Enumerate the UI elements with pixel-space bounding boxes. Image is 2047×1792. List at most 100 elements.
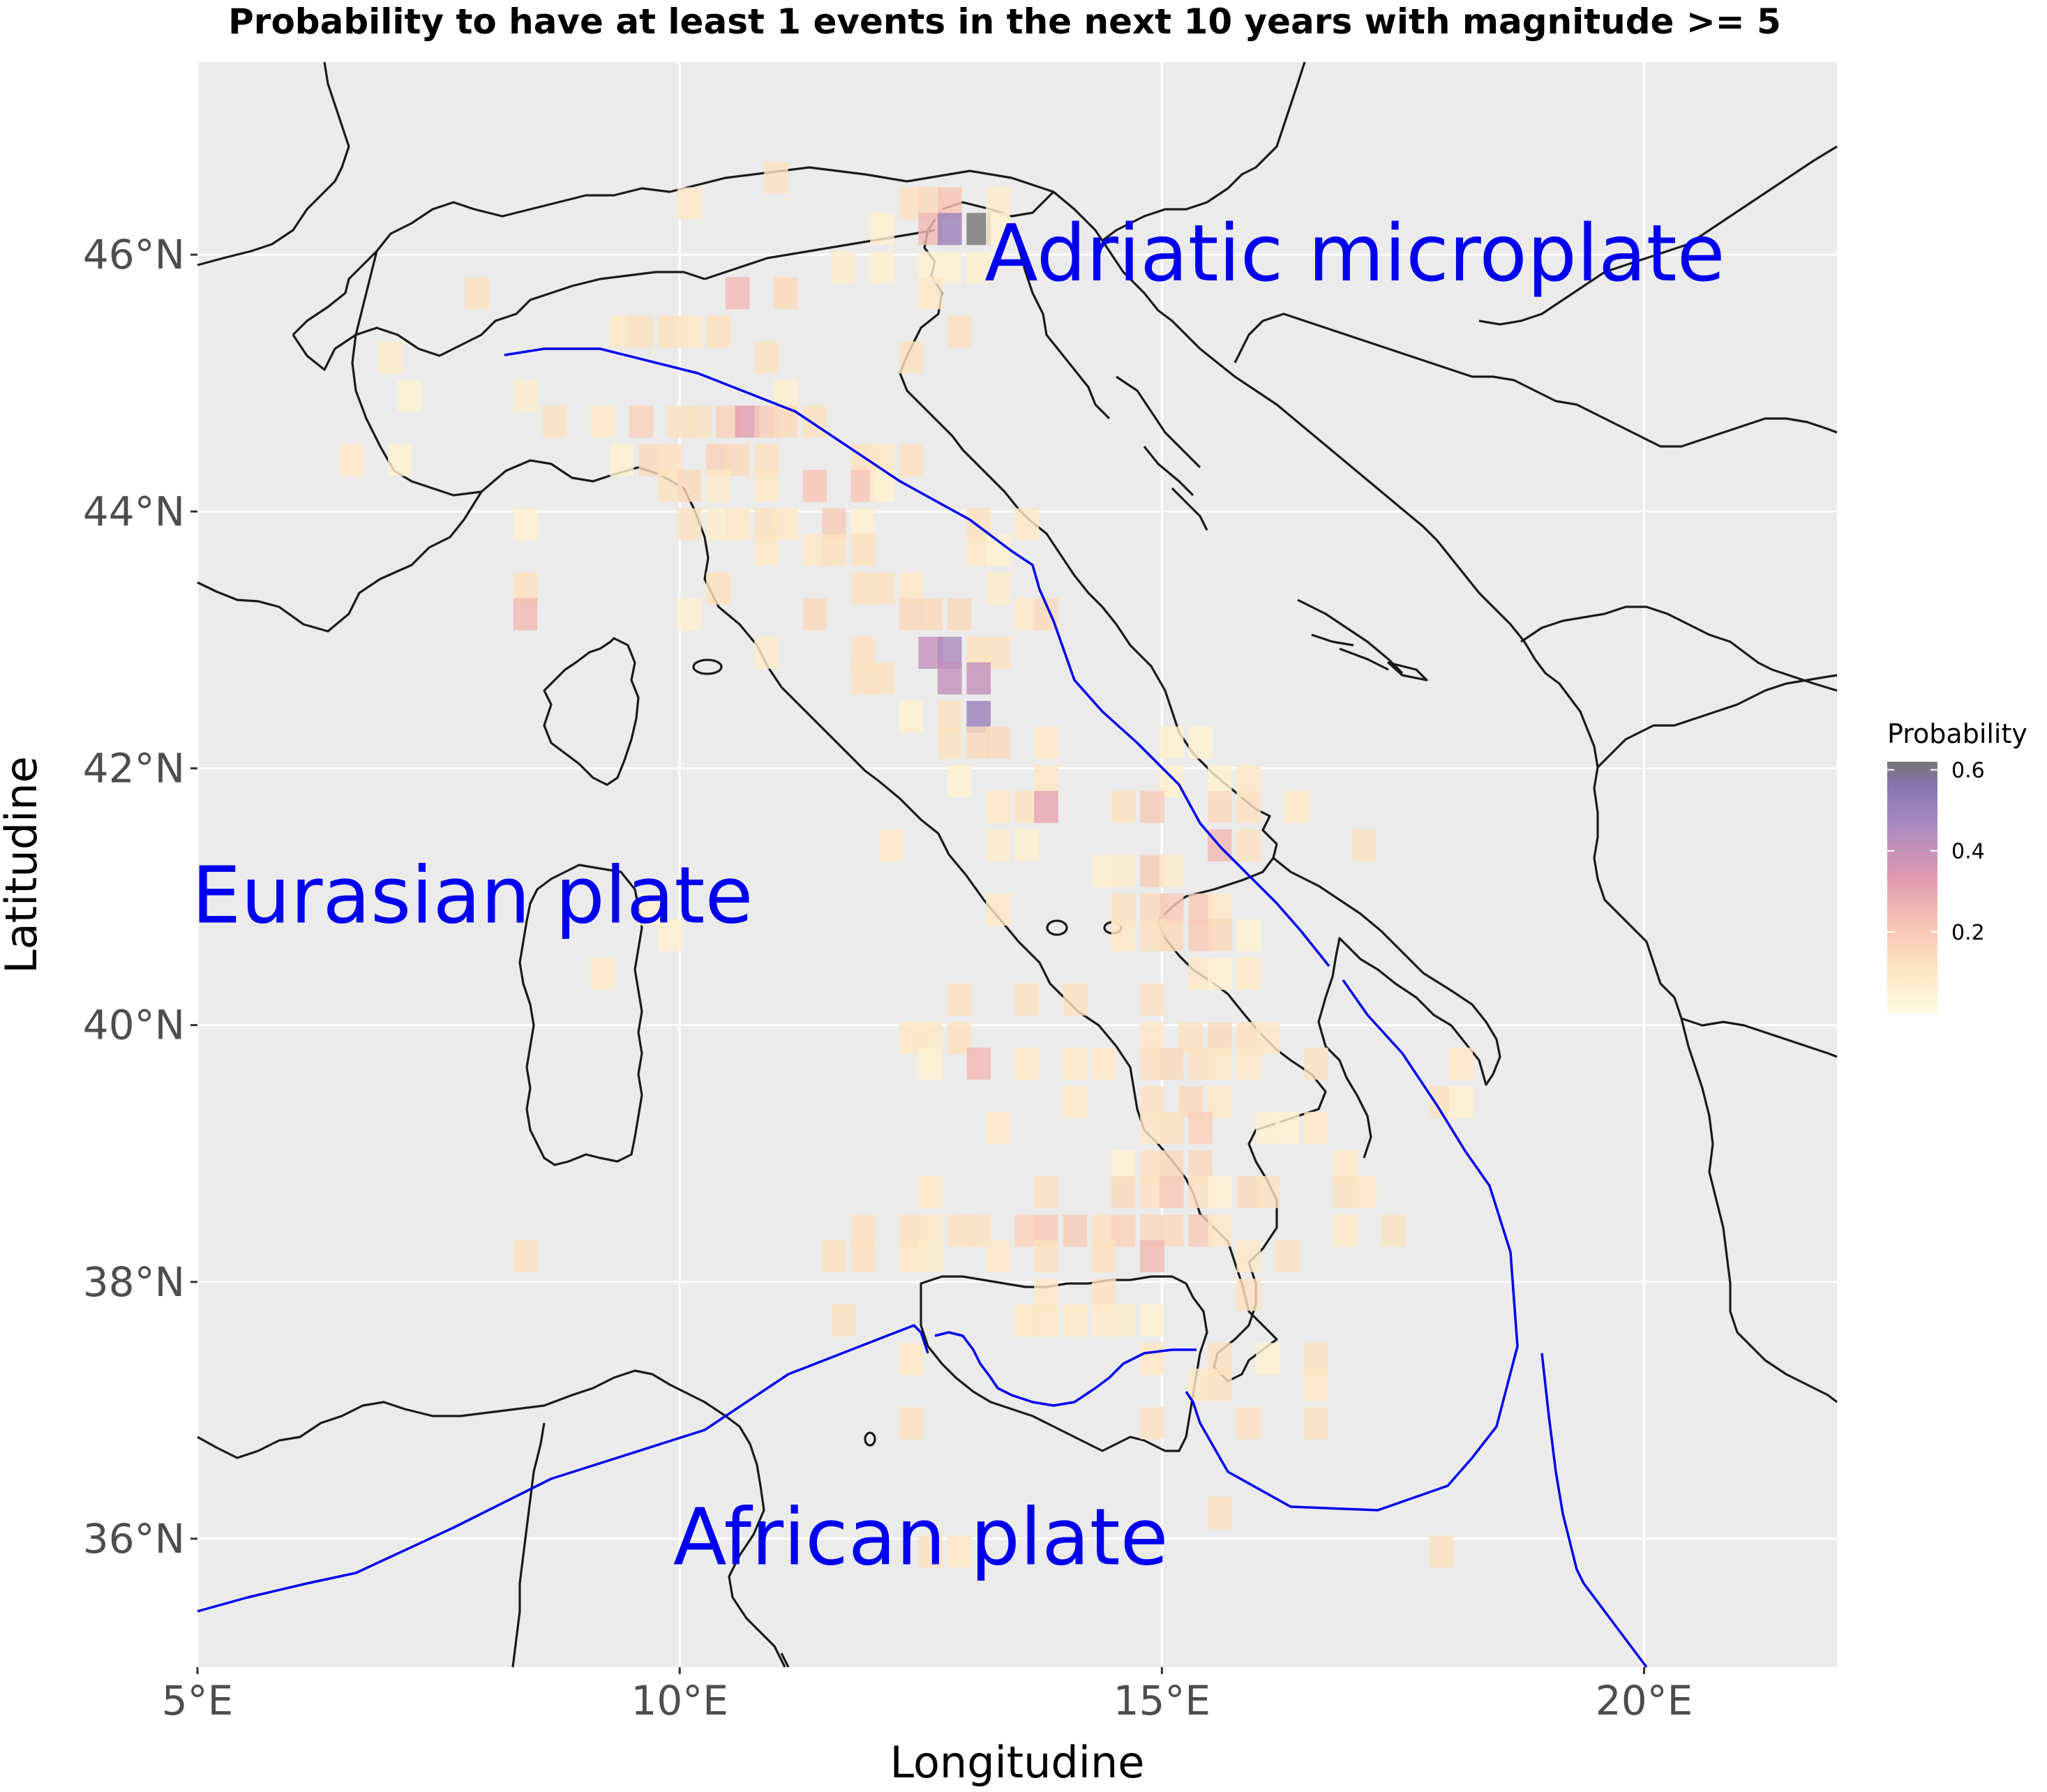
- probability-cell: [1275, 1111, 1300, 1144]
- border-balkans-inland: [1520, 605, 1838, 692]
- probability-legend: Probability 0.2 0.4 0.6: [1887, 718, 2027, 1013]
- probability-cell: [831, 251, 856, 284]
- probability-cell: [1159, 1111, 1184, 1144]
- x-axis-title: Longitudine: [890, 1737, 1145, 1788]
- probability-cell: [706, 315, 730, 348]
- probability-cell: [918, 1047, 943, 1080]
- probability-cell: [1063, 1047, 1088, 1080]
- probability-cell: [1448, 1047, 1474, 1080]
- plate-boundary-hellenic-arc: [1185, 979, 1519, 1512]
- probability-cell: [590, 957, 615, 990]
- probability-cell: [339, 444, 364, 476]
- probability-cell: [629, 315, 654, 348]
- map-panel: Adriatic microplate Eurasian plate African…: [192, 61, 1838, 1669]
- probability-cell: [986, 829, 1010, 861]
- coast-croatia-north: [1102, 61, 1306, 242]
- probability-cell: [986, 534, 1010, 566]
- probability-cell: [1208, 1369, 1232, 1401]
- colorbar-tick-label: 0.2: [1951, 921, 1985, 945]
- probability-cell: [677, 508, 702, 541]
- probability-cell: [1159, 1047, 1184, 1080]
- probability-cell: [1111, 1175, 1136, 1208]
- probability-cell: [1236, 957, 1261, 990]
- probability-cell: [754, 636, 779, 669]
- probability-cell: [986, 213, 1010, 246]
- probability-cell: [1111, 854, 1136, 887]
- plate-labels: Adriatic microplate Eurasian plate African…: [192, 209, 1725, 1583]
- probability-cell: [1092, 1047, 1116, 1080]
- probability-cell: [1092, 1240, 1116, 1272]
- probability-cell: [899, 1407, 924, 1440]
- probability-cell: [918, 598, 943, 631]
- probability-cell: [513, 508, 538, 541]
- probability-cell: [1304, 1111, 1328, 1144]
- probability-cell: [870, 213, 894, 246]
- probability-cell: [870, 662, 894, 695]
- probability-cell: [899, 1343, 924, 1376]
- probability-cell: [1352, 1175, 1377, 1208]
- sardinia-coast: [518, 864, 643, 1166]
- probability-cell: [1014, 1047, 1040, 1080]
- pantelleria-island: [864, 1431, 876, 1447]
- probability-cell: [880, 829, 904, 861]
- probability-cell: [1208, 919, 1232, 951]
- probability-cell: [1034, 1175, 1058, 1208]
- probability-cell: [947, 315, 972, 348]
- probability-cell: [1014, 829, 1040, 861]
- probability-cell: [947, 983, 972, 1016]
- probability-cell: [1208, 1214, 1232, 1247]
- x-tick-label: 20°E: [1596, 1677, 1693, 1724]
- probability-cell: [1256, 1175, 1280, 1208]
- probability-cell: [918, 277, 943, 310]
- probability-cell: [986, 790, 1010, 823]
- probability-cell: [1208, 790, 1232, 823]
- probability-cell: [590, 405, 615, 438]
- panel-background: [197, 62, 1837, 1667]
- probability-cell: [966, 662, 991, 695]
- probability-cell: [388, 444, 412, 476]
- probability-cell: [754, 341, 779, 374]
- probability-cell: [937, 213, 962, 246]
- probability-cell: [764, 161, 788, 194]
- plate-boundary-calabria: [934, 1331, 1197, 1407]
- probability-cell: [1236, 919, 1261, 951]
- probability-cell: [870, 251, 894, 284]
- x-tick-label: 10°E: [631, 1677, 728, 1724]
- probability-cell: [1352, 829, 1377, 861]
- probability-cell: [725, 277, 750, 310]
- probability-cell: [1236, 1240, 1261, 1272]
- probability-cell: [1236, 1279, 1261, 1311]
- probability-cell: [1063, 1304, 1088, 1337]
- probability-cell: [513, 379, 538, 412]
- probability-cell: [899, 444, 924, 476]
- probability-cell: [1304, 1407, 1328, 1440]
- probability-cell: [725, 508, 750, 541]
- probability-cell: [1236, 1407, 1261, 1440]
- plate-label: Adriatic microplate: [984, 209, 1725, 299]
- probability-cell: [1159, 726, 1184, 759]
- probability-cell: [831, 1304, 856, 1337]
- probability-cell: [802, 405, 827, 438]
- probability-cell: [918, 1535, 943, 1568]
- probability-cell: [986, 893, 1010, 926]
- probability-cell: [1256, 1343, 1280, 1376]
- probability-cell: [1014, 508, 1040, 541]
- probability-cell: [986, 572, 1010, 605]
- y-tick-label: 38°N: [83, 1258, 185, 1306]
- probability-cell: [1208, 1497, 1232, 1530]
- probability-cell: [1304, 1047, 1328, 1080]
- probability-cell: [947, 598, 972, 631]
- legend-title: Probability: [1887, 718, 2027, 749]
- probability-cell: [1159, 1175, 1184, 1208]
- probability-cell: [1140, 1343, 1164, 1376]
- probability-cell: [658, 919, 682, 951]
- probability-cell: [677, 469, 702, 502]
- probability-cell: [1429, 1535, 1454, 1568]
- probability-cell: [850, 1240, 876, 1272]
- x-tick-label: 15°E: [1114, 1677, 1210, 1724]
- probability-cell: [513, 1240, 538, 1272]
- probability-cell: [899, 341, 924, 374]
- probability-cell: [1275, 1240, 1300, 1272]
- probability-cell: [918, 1240, 943, 1272]
